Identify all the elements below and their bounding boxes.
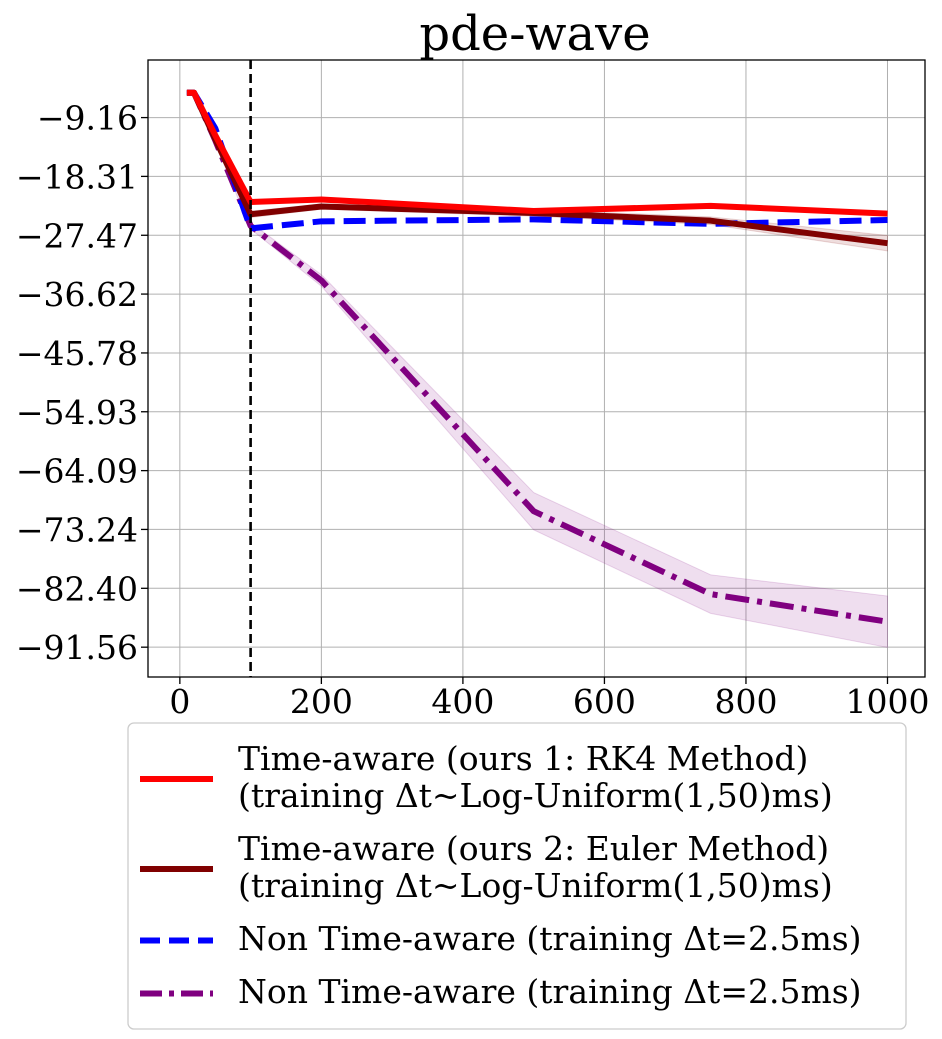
legend-label-3: Non Time-aware (training Δt=2.5ms) <box>238 919 862 958</box>
y-tick-label: −64.09 <box>16 452 138 491</box>
legend-box <box>127 722 907 1030</box>
legend: Time-aware (ours 1: RK4 Method) (training… <box>127 722 907 1030</box>
y-tick-label: −9.16 <box>37 99 138 138</box>
y-tick-label: −27.47 <box>16 216 138 255</box>
plot-area-frame <box>147 59 926 678</box>
series-1-line <box>186 89 888 217</box>
y-tick-label: −36.62 <box>16 275 138 314</box>
x-tick-label: 0 <box>169 682 190 721</box>
y-axis-ticks: −9.16 −18.31 −27.47 −36.62 −45.78 −54.93 −64.0… <box>16 99 148 667</box>
legend-items: Time-aware (ours 1: RK4 Method) (training… <box>140 739 862 1011</box>
series-lines <box>186 89 888 625</box>
legend-label-4: Non Time-aware (training Δt=2.5ms) <box>238 972 862 1011</box>
chart-title: pde-wave <box>419 6 650 62</box>
x-tick-label: 200 <box>290 682 353 721</box>
legend-label-1: Time-aware (ours 1: RK4 Method) (training… <box>238 739 833 815</box>
y-tick-label: −54.93 <box>16 393 138 432</box>
x-tick-label: 1000 <box>846 682 930 721</box>
x-tick-label: 800 <box>714 682 777 721</box>
y-tick-label: −45.78 <box>16 334 138 373</box>
x-tick-label: 600 <box>573 682 636 721</box>
legend-label-2: Time-aware (ours 2: Euler Method) (traini… <box>238 829 833 905</box>
x-tick-label: 400 <box>431 682 494 721</box>
grid <box>148 60 925 677</box>
y-tick-label: −82.40 <box>16 569 138 608</box>
y-tick-label: −91.56 <box>16 628 138 667</box>
y-tick-label: −18.31 <box>16 157 138 196</box>
x-axis-ticks: 0 200 400 600 800 1000 <box>169 677 929 721</box>
y-tick-label: −73.24 <box>16 510 138 549</box>
